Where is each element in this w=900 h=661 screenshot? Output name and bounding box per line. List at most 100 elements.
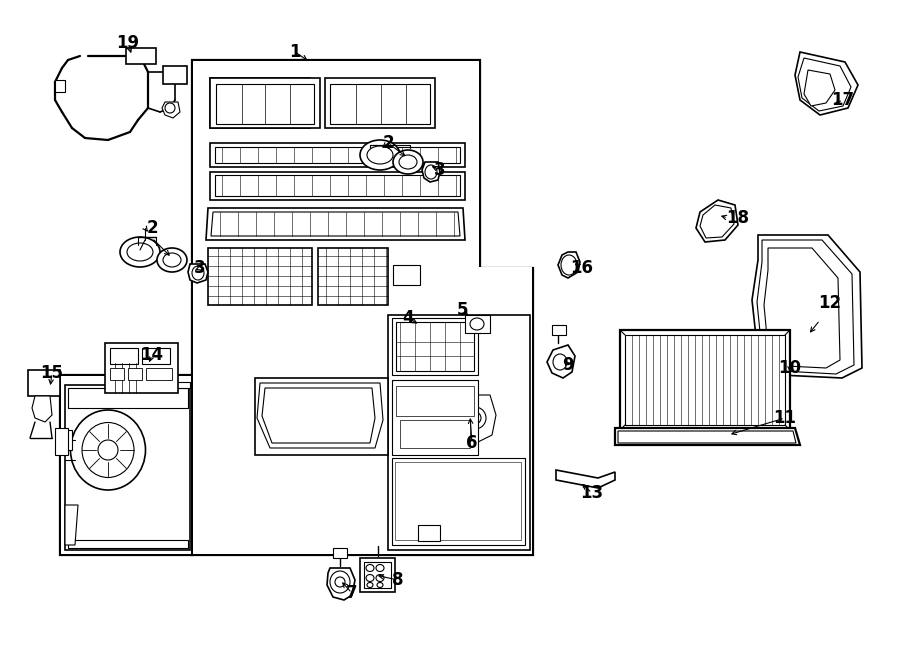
Polygon shape — [804, 70, 835, 106]
Ellipse shape — [376, 574, 384, 582]
Polygon shape — [333, 548, 347, 558]
Polygon shape — [210, 78, 320, 128]
Polygon shape — [752, 235, 862, 378]
Ellipse shape — [360, 140, 400, 170]
Polygon shape — [61, 376, 191, 554]
Text: 2: 2 — [382, 134, 394, 152]
Ellipse shape — [98, 440, 118, 460]
Polygon shape — [192, 60, 533, 555]
Polygon shape — [55, 80, 65, 92]
Polygon shape — [146, 368, 172, 380]
Polygon shape — [325, 78, 435, 128]
Text: 1: 1 — [289, 43, 301, 61]
Polygon shape — [558, 252, 580, 278]
Text: 9: 9 — [562, 356, 574, 374]
Ellipse shape — [399, 155, 417, 169]
Polygon shape — [327, 568, 355, 600]
Ellipse shape — [70, 410, 146, 490]
Ellipse shape — [377, 582, 383, 588]
Polygon shape — [795, 52, 858, 115]
Polygon shape — [65, 505, 78, 545]
Polygon shape — [128, 368, 142, 380]
Polygon shape — [453, 395, 496, 442]
Polygon shape — [126, 48, 156, 64]
Polygon shape — [620, 330, 790, 430]
Polygon shape — [193, 61, 532, 554]
Polygon shape — [28, 370, 60, 396]
Text: 4: 4 — [402, 309, 414, 327]
Polygon shape — [215, 147, 460, 163]
Ellipse shape — [330, 571, 350, 593]
Polygon shape — [400, 420, 470, 448]
Ellipse shape — [553, 354, 567, 370]
Ellipse shape — [335, 577, 345, 587]
Ellipse shape — [82, 422, 134, 477]
Ellipse shape — [367, 582, 373, 588]
Ellipse shape — [464, 407, 486, 429]
Ellipse shape — [120, 237, 160, 267]
Polygon shape — [211, 212, 460, 236]
Polygon shape — [162, 102, 180, 118]
Polygon shape — [393, 265, 420, 285]
Polygon shape — [257, 383, 383, 448]
Polygon shape — [68, 388, 188, 408]
Polygon shape — [262, 388, 375, 443]
Text: 15: 15 — [40, 364, 64, 382]
Polygon shape — [330, 84, 430, 124]
Ellipse shape — [469, 412, 481, 424]
Polygon shape — [547, 345, 575, 378]
Text: 6: 6 — [466, 434, 478, 452]
Polygon shape — [216, 84, 314, 124]
Polygon shape — [110, 368, 124, 380]
Polygon shape — [392, 380, 478, 455]
Ellipse shape — [393, 150, 423, 174]
Ellipse shape — [470, 318, 484, 330]
Polygon shape — [696, 200, 738, 242]
Ellipse shape — [425, 165, 437, 179]
Text: 3: 3 — [194, 259, 206, 277]
Polygon shape — [388, 315, 530, 550]
Ellipse shape — [165, 103, 175, 113]
Polygon shape — [364, 562, 391, 588]
Text: 13: 13 — [580, 484, 604, 502]
Polygon shape — [422, 162, 440, 182]
Ellipse shape — [366, 574, 374, 582]
Polygon shape — [188, 264, 208, 283]
Polygon shape — [142, 348, 170, 364]
Polygon shape — [556, 470, 615, 488]
Polygon shape — [168, 382, 190, 388]
Polygon shape — [418, 525, 440, 541]
Polygon shape — [618, 431, 796, 443]
Text: 18: 18 — [726, 209, 750, 227]
Ellipse shape — [376, 564, 384, 572]
Text: 12: 12 — [818, 294, 842, 312]
Polygon shape — [210, 78, 310, 128]
Text: 2: 2 — [146, 219, 158, 237]
Text: 3: 3 — [434, 161, 446, 179]
Polygon shape — [392, 458, 525, 545]
Polygon shape — [60, 375, 192, 555]
Polygon shape — [105, 343, 178, 393]
Polygon shape — [318, 248, 388, 305]
Ellipse shape — [366, 564, 374, 572]
Polygon shape — [395, 462, 521, 540]
Polygon shape — [757, 240, 854, 374]
Polygon shape — [206, 208, 465, 240]
Polygon shape — [65, 430, 72, 450]
Polygon shape — [625, 335, 785, 425]
Ellipse shape — [192, 266, 204, 280]
Ellipse shape — [157, 248, 187, 272]
Polygon shape — [552, 325, 566, 335]
Text: 19: 19 — [116, 34, 140, 52]
Polygon shape — [163, 66, 187, 84]
Text: 17: 17 — [832, 91, 855, 109]
Text: 8: 8 — [392, 571, 404, 589]
Ellipse shape — [561, 255, 577, 275]
Polygon shape — [465, 315, 490, 333]
Text: 16: 16 — [571, 259, 593, 277]
Ellipse shape — [367, 146, 393, 164]
Polygon shape — [396, 386, 474, 416]
Polygon shape — [764, 248, 840, 368]
Polygon shape — [210, 143, 465, 167]
Polygon shape — [208, 248, 312, 305]
